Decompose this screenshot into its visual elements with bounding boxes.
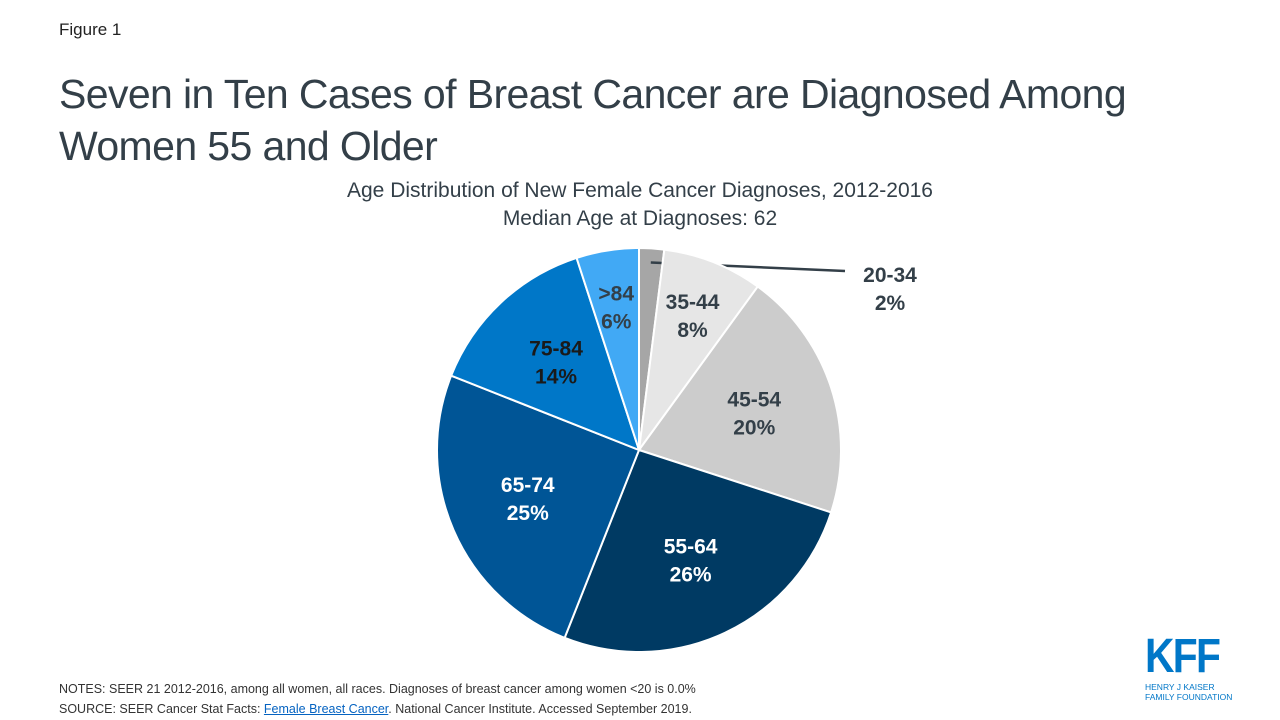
source-suffix: . National Cancer Institute. Accessed Se…	[388, 702, 692, 716]
source-link[interactable]: Female Breast Cancer	[263, 702, 389, 716]
source: SOURCE: SEER Cancer Stat Facts: Female B…	[59, 702, 692, 717]
notes: NOTES: SEER 21 2012-2016, among all wome…	[59, 682, 696, 696]
kff-logo: KFF HENRY J KAISER FAMILY FOUNDATION	[1145, 630, 1240, 703]
slice-value-75-84: 14%	[535, 366, 577, 389]
slice-value-65-74: 25%	[507, 502, 549, 525]
slide-title: Seven in Ten Cases of Breast Cancer are …	[59, 71, 1127, 169]
pie-slice-55-64	[563, 448, 833, 653]
slice-value-over-84: 6%	[601, 310, 632, 333]
slice-label-55-64: 55-64	[664, 536, 718, 559]
slice-label-20-34: 20-34	[863, 264, 917, 287]
source-prefix: SOURCE: SEER Cancer Stat Facts:	[59, 702, 264, 716]
slice-label-over-84: >84	[598, 282, 634, 305]
slice-label-35-44: 35-44	[666, 291, 720, 314]
slice-label-75-84: 75-84	[529, 338, 583, 361]
slice-value-35-44: 8%	[677, 319, 708, 342]
slice-label-45-54: 45-54	[727, 389, 781, 412]
slice-value-55-64: 26%	[670, 564, 712, 587]
pie-slice-35-44	[638, 248, 760, 451]
logo-line1: HENRY J KAISER	[1145, 682, 1215, 692]
pie-slice-65-74	[436, 374, 641, 640]
slice-label-65-74: 65-74	[501, 474, 555, 497]
logo-line2: FAMILY FOUNDATION	[1145, 692, 1233, 702]
pie-slice-over-84	[575, 246, 640, 451]
chart-title: Age Distribution of New Female Cancer Di…	[347, 179, 933, 202]
logo-mark: KFF	[1145, 630, 1221, 683]
slice-value-45-54: 20%	[733, 417, 775, 440]
pie-slice-45-54	[637, 285, 842, 514]
slice-value-20-34: 2%	[875, 292, 906, 315]
figure-label: Figure 1	[59, 20, 122, 39]
chart-subtitle: Median Age at Diagnoses: 62	[502, 207, 778, 230]
